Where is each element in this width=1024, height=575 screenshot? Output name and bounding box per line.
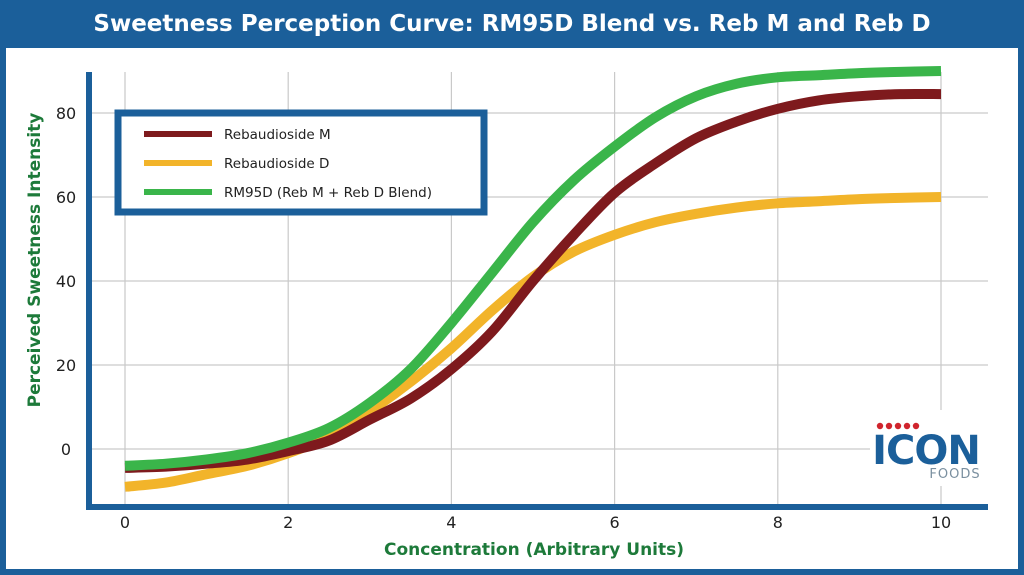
icon-foods-logo: ICON FOODS xyxy=(870,410,988,486)
x-tick-label: 8 xyxy=(773,513,783,532)
series-line-1 xyxy=(124,192,942,492)
y-axis-label: Perceived Sweetness Intensity xyxy=(25,113,45,408)
legend-label-1: Rebaudioside D xyxy=(224,156,329,172)
x-axis-label: Concentration (Arbitrary Units) xyxy=(384,540,684,560)
chart-title: Sweetness Perception Curve: RM95D Blend … xyxy=(93,11,931,37)
logo-dot xyxy=(903,422,911,430)
legend: Rebaudioside M Rebaudioside D RM95D (Reb M… xyxy=(114,109,488,216)
y-tick-label: 60 xyxy=(56,188,76,207)
legend-label-2: RM95D (Reb M + Reb D Blend) xyxy=(224,185,432,201)
logo-wordmark: ICON xyxy=(872,428,980,474)
x-tick-label: 4 xyxy=(446,513,456,532)
axes xyxy=(86,72,988,510)
y-tick-label: 40 xyxy=(56,272,76,291)
y-tick-labels: 0 20 40 60 80 xyxy=(56,104,76,459)
series-line-0 xyxy=(124,88,942,473)
grid-lines xyxy=(92,72,988,504)
x-tick-labels: 0 2 4 6 8 10 xyxy=(120,513,951,532)
y-tick-label: 0 xyxy=(61,440,71,459)
legend-label-0: Rebaudioside M xyxy=(224,127,331,143)
y-tick-label: 80 xyxy=(56,104,76,123)
logo-dot xyxy=(885,422,893,430)
logo-background xyxy=(870,410,988,486)
series-lines xyxy=(124,66,942,492)
logo-dot xyxy=(894,422,902,430)
x-tick-label: 6 xyxy=(610,513,620,532)
y-tick-label: 20 xyxy=(56,356,76,375)
y-axis-line xyxy=(86,72,92,510)
x-tick-label: 2 xyxy=(283,513,293,532)
logo-dot xyxy=(876,422,884,430)
x-axis-line xyxy=(86,504,988,510)
x-tick-label: 0 xyxy=(120,513,130,532)
logo-subtext: FOODS xyxy=(929,467,980,482)
logo-dot xyxy=(912,422,920,430)
logo-dots xyxy=(876,422,920,430)
x-tick-label: 10 xyxy=(931,513,951,532)
series-line-2 xyxy=(124,66,942,471)
